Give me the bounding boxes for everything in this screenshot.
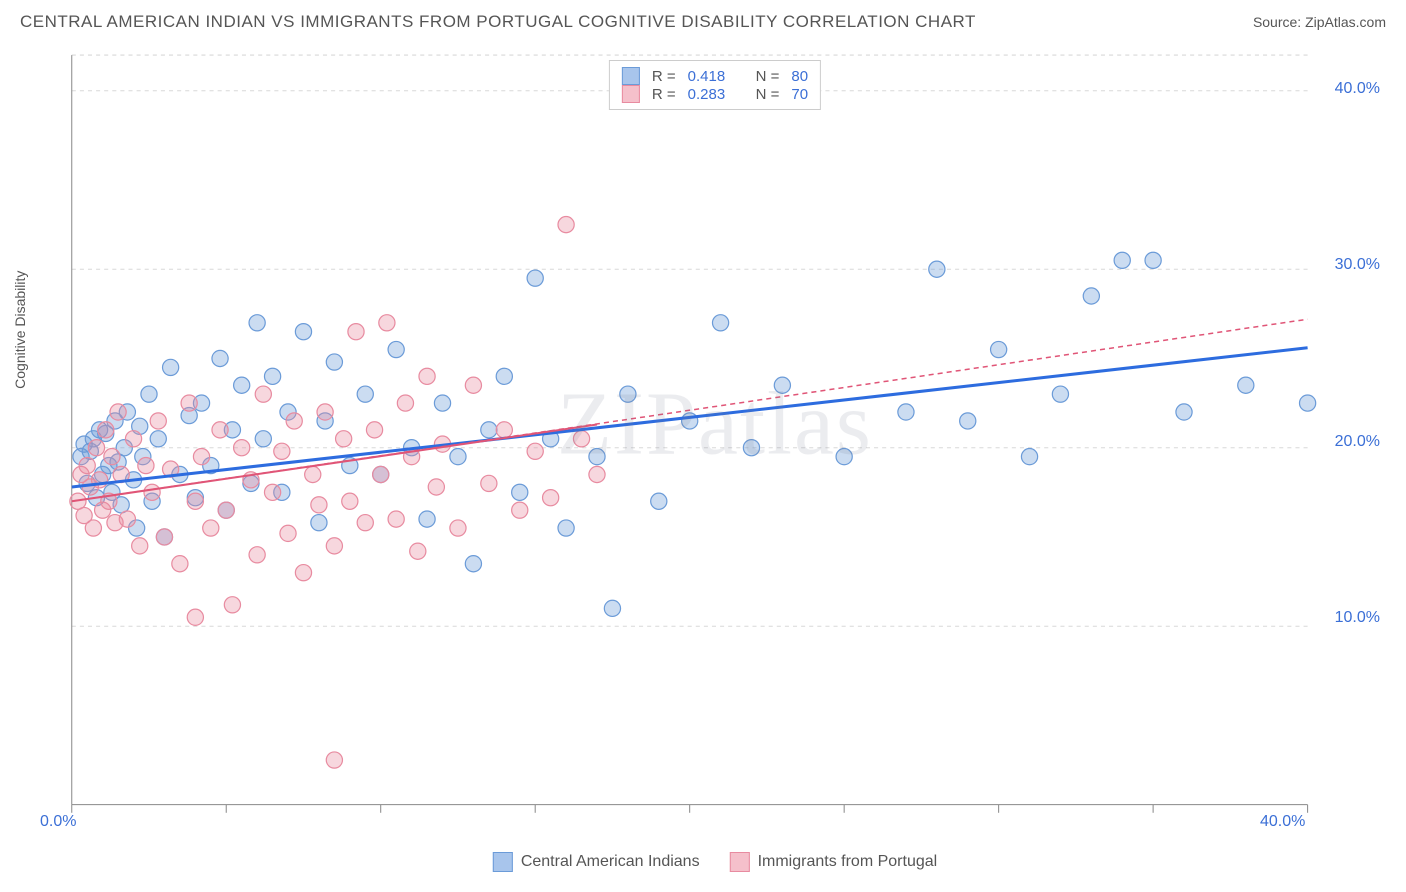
chart-title: CENTRAL AMERICAN INDIAN VS IMMIGRANTS FR…	[20, 12, 976, 32]
n-label: N =	[756, 68, 780, 85]
source-label: Source: ZipAtlas.com	[1253, 14, 1386, 30]
legend-swatch-icon	[622, 85, 640, 103]
x-tick-label: 40.0%	[1260, 813, 1305, 831]
y-axis-label: Cognitive Disability	[12, 271, 28, 389]
n-label: N =	[756, 86, 780, 103]
legend-correlation: R = 0.418 N = 80 R = 0.283 N = 70	[609, 60, 821, 110]
y-tick-label: 30.0%	[1335, 256, 1380, 274]
r-value: 0.283	[688, 86, 738, 103]
legend-swatch-icon	[730, 852, 750, 872]
legend-swatch-icon	[493, 852, 513, 872]
scatter-plot	[50, 50, 1380, 830]
n-value: 80	[791, 68, 808, 85]
legend-series: Central American Indians Immigrants from…	[493, 852, 937, 872]
legend-label: Immigrants from Portugal	[758, 853, 938, 871]
header-bar: CENTRAL AMERICAN INDIAN VS IMMIGRANTS FR…	[0, 0, 1406, 40]
r-label: R =	[652, 68, 676, 85]
legend-row: R = 0.283 N = 70	[622, 85, 808, 103]
legend-item: Central American Indians	[493, 852, 700, 872]
chart-container: Cognitive Disability ZIPatlas R = 0.418 …	[50, 50, 1380, 830]
n-value: 70	[791, 86, 808, 103]
r-label: R =	[652, 86, 676, 103]
legend-item: Immigrants from Portugal	[730, 852, 938, 872]
r-value: 0.418	[688, 68, 738, 85]
legend-row: R = 0.418 N = 80	[622, 67, 808, 85]
x-tick-label: 0.0%	[40, 813, 76, 831]
y-tick-label: 40.0%	[1335, 80, 1380, 98]
legend-swatch-icon	[622, 67, 640, 85]
legend-label: Central American Indians	[521, 853, 700, 871]
y-tick-label: 10.0%	[1335, 609, 1380, 627]
y-tick-label: 20.0%	[1335, 433, 1380, 451]
